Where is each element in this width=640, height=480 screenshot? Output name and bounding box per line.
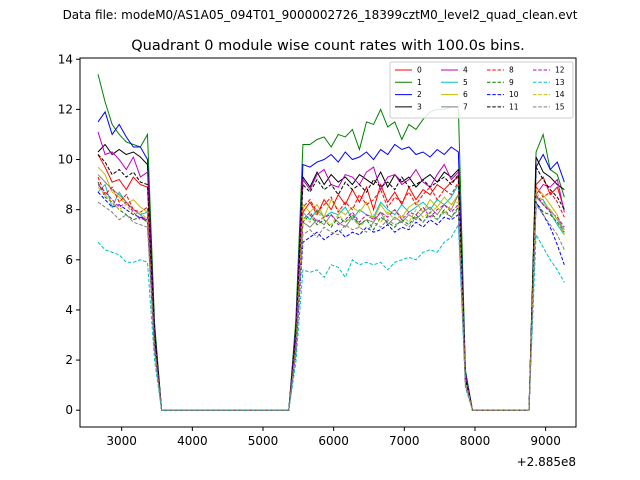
y-tick-label: 10 — [58, 153, 73, 167]
x-tick-label: 9000 — [530, 434, 561, 448]
x-tick-label: 6000 — [318, 434, 349, 448]
legend-frame — [389, 61, 574, 119]
legend-item-7: 7 — [441, 102, 468, 111]
series-line-11 — [97, 154, 565, 411]
legend-item-10: 10 — [487, 90, 519, 99]
legend-item-15: 15 — [533, 102, 565, 111]
series-line-0 — [97, 154, 565, 411]
legend-item-0: 0 — [395, 66, 422, 75]
series-line-5 — [97, 182, 565, 411]
series-line-2 — [97, 110, 565, 411]
x-tick-label: 3000 — [106, 434, 137, 448]
series-line-4 — [97, 131, 565, 411]
x-tick-label: 7000 — [389, 434, 420, 448]
series-line-13 — [97, 222, 565, 411]
x-tick-label: 4000 — [177, 434, 208, 448]
legend-item-8: 8 — [487, 66, 514, 75]
legend-label: 9 — [509, 78, 514, 87]
y-tick-label: 0 — [65, 403, 73, 417]
legend-label: 6 — [463, 90, 468, 99]
legend-item-3: 3 — [395, 102, 422, 111]
legend-label: 2 — [417, 90, 422, 99]
series-line-9 — [97, 181, 565, 411]
legend-item-9: 9 — [487, 78, 514, 87]
legend-label: 7 — [463, 102, 468, 111]
legend-label: 12 — [555, 66, 565, 75]
legend-item-11: 11 — [487, 102, 519, 111]
plot-frame — [79, 57, 577, 428]
y-tick-label: 12 — [58, 102, 73, 116]
x-tick-label: 5000 — [248, 434, 279, 448]
legend-item-6: 6 — [441, 90, 468, 99]
y-tick-label: 14 — [58, 52, 73, 66]
y-axis: 0 2 4 6 8 10 12 14 — [58, 52, 80, 417]
series-line-14 — [97, 186, 565, 411]
chart-title: Quadrant 0 module wise count rates with … — [131, 38, 525, 54]
series-line-6 — [97, 166, 565, 411]
legend-item-14: 14 — [533, 90, 565, 99]
legend-label: 10 — [509, 90, 519, 99]
legend-label: 3 — [417, 102, 422, 111]
legend-label: 1 — [417, 78, 422, 87]
legend-item-5: 5 — [441, 78, 468, 87]
legend-label: 0 — [417, 66, 422, 75]
legend-label: 5 — [463, 78, 468, 87]
x-axis: 3000 4000 5000 6000 7000 8000 9000 — [106, 427, 561, 448]
legend-label: 11 — [509, 102, 519, 111]
plot-lines — [97, 74, 565, 411]
x-tick-label: 8000 — [460, 434, 491, 448]
legend-label: 4 — [463, 66, 468, 75]
figure-suptitle: Data file: modeM0/AS1A05_094T01_90000027… — [62, 8, 578, 22]
y-tick-label: 8 — [65, 203, 73, 217]
legend-item-13: 13 — [533, 78, 565, 87]
legend-label: 14 — [555, 90, 565, 99]
legend-label: 15 — [555, 102, 565, 111]
legend-item-12: 12 — [533, 66, 565, 75]
legend-item-4: 4 — [441, 66, 468, 75]
series-line-1 — [97, 74, 565, 411]
series-line-12 — [97, 184, 565, 411]
legend-label: 8 — [509, 66, 514, 75]
x-offset-label: +2.885e8 — [517, 455, 576, 469]
series-line-15 — [97, 201, 565, 411]
legend-label: 13 — [555, 78, 565, 87]
y-tick-label: 6 — [65, 253, 73, 267]
legend-item-2: 2 — [395, 90, 422, 99]
y-tick-label: 2 — [65, 353, 73, 367]
y-tick-label: 4 — [65, 303, 73, 317]
legend-item-1: 1 — [395, 78, 422, 87]
